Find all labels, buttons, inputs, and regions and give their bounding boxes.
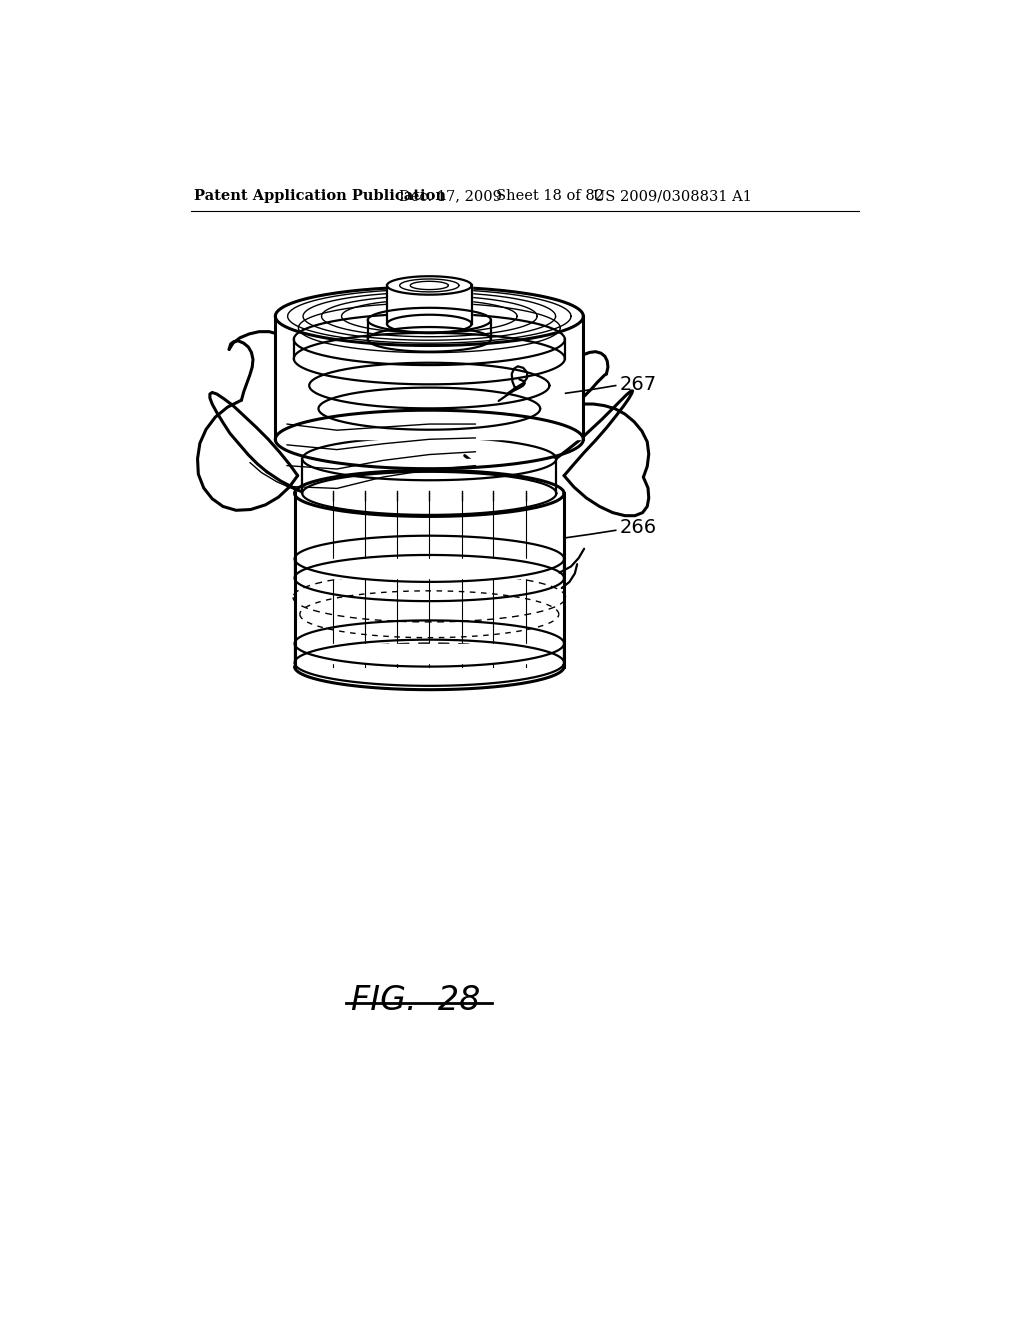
Text: Dec. 17, 2009: Dec. 17, 2009 — [398, 189, 502, 203]
Text: FIG.  28: FIG. 28 — [351, 983, 480, 1016]
Text: 267: 267 — [620, 375, 656, 393]
Text: Patent Application Publication: Patent Application Publication — [194, 189, 445, 203]
Polygon shape — [210, 391, 633, 523]
Text: 266: 266 — [620, 517, 656, 537]
Text: Sheet 18 of 82: Sheet 18 of 82 — [497, 189, 604, 203]
Text: US 2009/0308831 A1: US 2009/0308831 A1 — [593, 189, 752, 203]
